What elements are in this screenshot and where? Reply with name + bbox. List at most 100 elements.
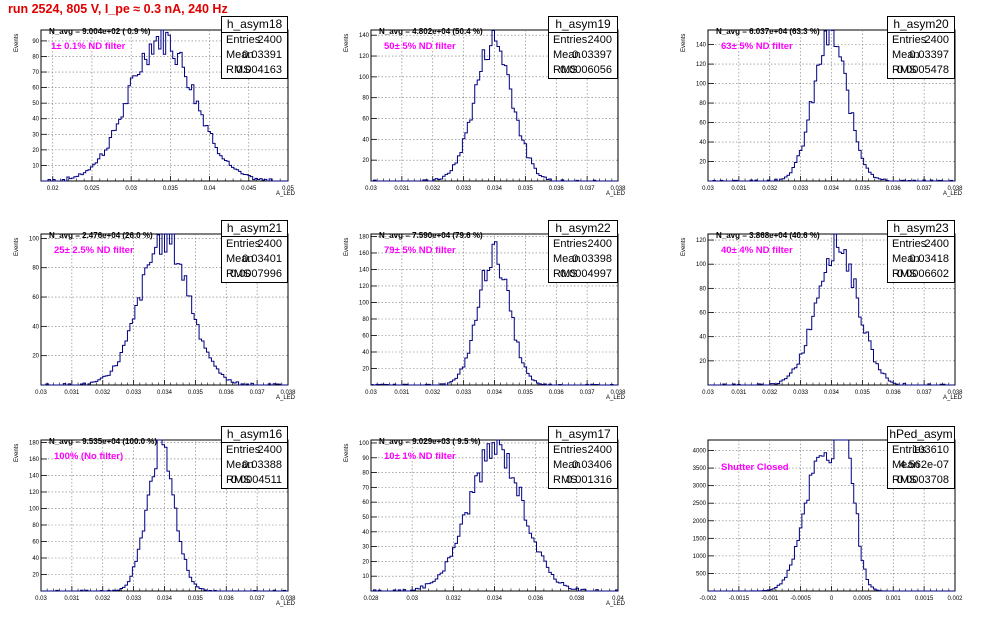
x-tick-label: 0.045 bbox=[241, 186, 257, 192]
x-tick-label: 0.025 bbox=[84, 186, 100, 192]
y-tick-label: 40 bbox=[362, 350, 369, 356]
x-tick-label: 0.038 bbox=[947, 186, 963, 192]
stats-row-mean: Mean 0.03418 bbox=[888, 252, 954, 267]
stats-box: h_asym18 Entries 2400 Mean 0.03391 RMS 0.00416… bbox=[221, 16, 288, 79]
stats-box: h_asym16 Entries 2400 Mean 0.03388 RMS 0.00045… bbox=[221, 426, 288, 489]
x-tick-label: 0.038 bbox=[280, 390, 296, 396]
stats-value: 0.0006056 bbox=[560, 64, 612, 76]
y-tick-label: 20 bbox=[362, 559, 369, 565]
stats-value: 2400 bbox=[924, 34, 949, 46]
x-axis-label: A_LED bbox=[276, 601, 296, 607]
stats-row-mean: Mean 0.03388 bbox=[222, 458, 287, 473]
filter-annotation: 10± 1% ND filter bbox=[384, 451, 456, 462]
stats-key: RMS bbox=[553, 474, 578, 486]
y-tick-label: 140 bbox=[359, 267, 370, 273]
histogram-panel-h_asym20: 0.03 0.031 0.032 0.033 0.034 0.035 0.036 0.037 0… bbox=[681, 16, 963, 197]
n-avg-label: N_avg = 6.037e+04 (63.3 %) bbox=[716, 27, 820, 36]
histogram-line bbox=[708, 233, 955, 386]
histogram-plot: -0.002 -0.0015 -0.001 -0.0005 0 0.0005 0.001 0.… bbox=[693, 439, 963, 602]
stats-key: RMS bbox=[892, 268, 917, 280]
x-tick-label: 0.032 bbox=[762, 186, 778, 192]
y-tick-label: 90 bbox=[32, 39, 39, 45]
x-tick-label: 0.035 bbox=[188, 596, 204, 602]
y-tick-label: 10 bbox=[32, 163, 39, 169]
y-tick-label: 20 bbox=[699, 359, 706, 365]
x-tick-label: -0.0005 bbox=[790, 596, 811, 602]
histogram-plot: 0.03 0.031 0.032 0.033 0.034 0.035 0.036 0.037 0… bbox=[359, 29, 626, 192]
filter-annotation: 79± 5% ND filter bbox=[384, 245, 456, 256]
x-tick-label: 0.03 bbox=[35, 390, 47, 396]
stats-row-rms: RMS 0.0006056 bbox=[549, 63, 617, 78]
y-tick-label: 20 bbox=[32, 148, 39, 154]
x-tick-label: 0.034 bbox=[157, 596, 173, 602]
stats-key: Entries bbox=[226, 238, 261, 250]
filter-annotation: 63± 5% ND filter bbox=[721, 41, 793, 52]
stats-value: 0.03401 bbox=[242, 253, 282, 265]
histogram-panel-h_asym22: 0.03 0.031 0.032 0.033 0.034 0.035 0.036 0.037 0… bbox=[344, 220, 626, 401]
stats-row-rms: RMS 0.001316 bbox=[549, 473, 617, 488]
x-tick-label: 0.033 bbox=[126, 390, 142, 396]
y-tick-label: 80 bbox=[699, 286, 706, 292]
y-tick-label: 80 bbox=[32, 266, 39, 272]
stats-key: Mean bbox=[226, 49, 254, 61]
y-tick-label: 140 bbox=[359, 33, 370, 39]
histogram-line bbox=[41, 439, 288, 592]
stats-key: Mean bbox=[226, 459, 254, 471]
histogram-line bbox=[370, 241, 618, 386]
n-avg-label: N_avg = 2.476e+04 (26.0 %) bbox=[49, 231, 153, 240]
y-tick-label: 160 bbox=[29, 457, 40, 463]
x-tick-label: 0.031 bbox=[731, 186, 747, 192]
stats-title: h_asym18 bbox=[222, 17, 287, 33]
filter-annotation: 1± 0.1% ND filter bbox=[51, 41, 126, 52]
x-tick-label: 0.031 bbox=[64, 390, 80, 396]
x-tick-label: 0.036 bbox=[549, 186, 565, 192]
x-tick-label: 0.037 bbox=[917, 390, 933, 396]
y-tick-label: 100 bbox=[29, 236, 40, 242]
y-axis-label: Events bbox=[681, 237, 687, 256]
x-tick-label: 0.038 bbox=[947, 390, 963, 396]
stats-title: h_asym17 bbox=[549, 427, 617, 443]
x-tick-label: 0.03 bbox=[35, 596, 47, 602]
y-tick-label: 3500 bbox=[693, 466, 707, 472]
y-tick-label: 40 bbox=[699, 140, 706, 146]
y-tick-label: 70 bbox=[362, 485, 369, 491]
stats-row-mean: Mean 4.562e-07 bbox=[888, 458, 954, 473]
x-tick-label: 0.035 bbox=[518, 186, 534, 192]
y-tick-label: 120 bbox=[696, 238, 707, 244]
x-tick-label: 0.036 bbox=[886, 390, 902, 396]
x-tick-label: 0.034 bbox=[487, 596, 503, 602]
x-tick-label: 0.03 bbox=[125, 186, 137, 192]
stats-value: 2400 bbox=[257, 444, 282, 456]
stats-value: 0.03397 bbox=[572, 49, 612, 61]
y-tick-label: 20 bbox=[362, 158, 369, 164]
x-axis-label: A_LED bbox=[943, 395, 963, 401]
y-tick-label: 30 bbox=[362, 545, 369, 551]
histogram-plot: 0.03 0.031 0.032 0.033 0.034 0.035 0.036 0.037 0… bbox=[29, 233, 296, 396]
x-tick-label: 0.036 bbox=[528, 596, 544, 602]
y-tick-label: 40 bbox=[362, 137, 369, 143]
y-tick-label: 180 bbox=[29, 440, 40, 446]
x-tick-label: 0.035 bbox=[163, 186, 179, 192]
histogram-line bbox=[371, 439, 619, 592]
x-tick-label: 0.0005 bbox=[853, 596, 872, 602]
y-axis-label: Events bbox=[14, 443, 20, 462]
stats-title: h_asym20 bbox=[888, 17, 954, 33]
y-tick-label: 60 bbox=[362, 500, 369, 506]
n-avg-label: N_avg = 4.802e+04 (50.4 %) bbox=[379, 27, 483, 36]
x-axis-label: A_LED bbox=[276, 395, 296, 401]
x-tick-label: 0.038 bbox=[569, 596, 585, 602]
x-tick-label: 0.037 bbox=[250, 390, 266, 396]
histogram-panel-h_asym16: 0.03 0.031 0.032 0.033 0.034 0.035 0.036 0.037 0… bbox=[14, 426, 296, 607]
y-tick-label: 40 bbox=[32, 324, 39, 330]
y-tick-label: 50 bbox=[32, 101, 39, 107]
x-tick-label: 0.035 bbox=[518, 390, 534, 396]
histogram-plot: 0.03 0.031 0.032 0.033 0.034 0.035 0.036 0.037 0… bbox=[696, 29, 963, 192]
x-tick-label: -0.0015 bbox=[729, 596, 750, 602]
stats-key: Mean bbox=[892, 49, 920, 61]
stats-title: hPed_asym bbox=[888, 427, 954, 443]
stats-row-entries: Entries 2400 bbox=[222, 443, 287, 458]
stats-value: 0.0004997 bbox=[560, 268, 612, 280]
y-axis-label: Events bbox=[344, 237, 350, 256]
y-tick-label: 10 bbox=[362, 574, 369, 580]
y-tick-label: 1000 bbox=[693, 554, 707, 560]
